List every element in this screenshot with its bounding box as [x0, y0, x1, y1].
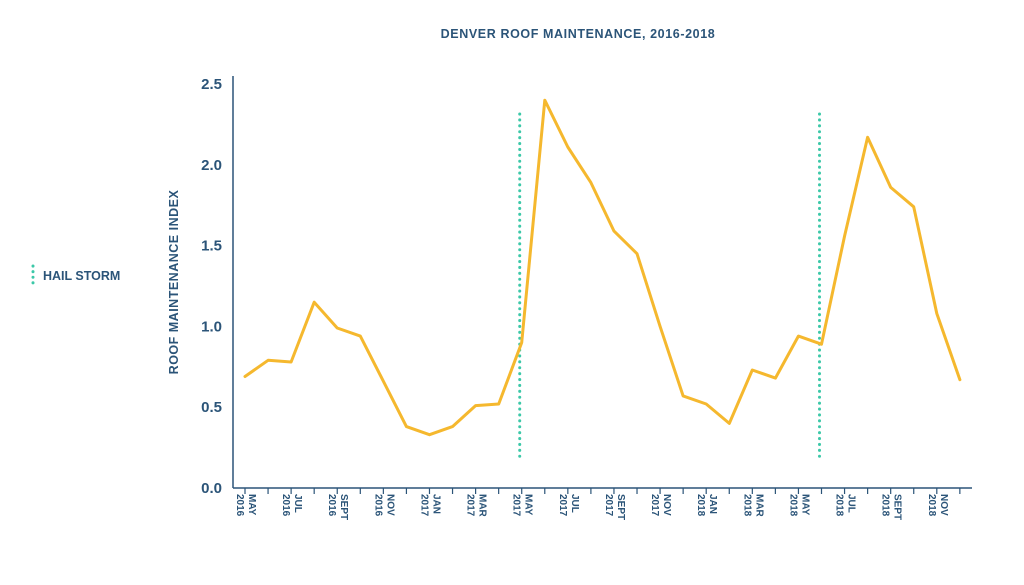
- y-tick-labels: 0.0 0.5 1.0 1.5 2.0 2.5: [201, 76, 222, 497]
- x-tick-label: JUL2017: [557, 494, 580, 517]
- x-tick-marks: [244, 488, 961, 494]
- x-tick-label-year: 2018: [695, 494, 706, 517]
- x-tick-label: SEPT2017: [603, 494, 626, 520]
- x-tick-label: MAR2017: [465, 494, 488, 518]
- x-tick-label-year: 2016: [372, 494, 383, 517]
- x-tick-label-month: SEPT: [892, 494, 903, 520]
- x-tick-label-month: NOV: [661, 494, 672, 516]
- x-tick-label-month: MAR: [477, 494, 488, 518]
- x-tick-label-year: 2018: [787, 494, 798, 517]
- x-tick-label: SEPT2016: [326, 494, 349, 520]
- x-tick-label-year: 2017: [557, 494, 568, 517]
- hail-storm-markers: [518, 112, 821, 464]
- series-line: [243, 98, 962, 437]
- series-layer: [243, 98, 962, 437]
- x-tick-label: SEPT2018: [880, 494, 903, 520]
- x-tick-label: MAY2016: [234, 494, 257, 517]
- x-tick-label-year: 2018: [880, 494, 891, 517]
- x-tick-label-month: MAY: [523, 494, 534, 516]
- x-tick-label-month: SEPT: [338, 494, 349, 520]
- y-axis-label: ROOF MAINTENANCE INDEX: [167, 190, 181, 375]
- x-tick-label-year: 2018: [926, 494, 937, 517]
- x-tick-label-month: MAY: [799, 494, 810, 516]
- x-tick-label-month: MAR: [753, 494, 764, 518]
- x-tick-label-month: JUL: [292, 494, 303, 513]
- x-tick-label-year: 2018: [741, 494, 752, 517]
- x-tick-label-year: 2016: [280, 494, 291, 517]
- x-tick-label-month: SEPT: [615, 494, 626, 520]
- axes: [232, 76, 972, 489]
- x-tick-label-month: NOV: [384, 494, 395, 516]
- x-tick-label-year: 2017: [418, 494, 429, 517]
- x-tick-label-year: 2017: [465, 494, 476, 517]
- y-tick-label: 2.0: [201, 157, 222, 174]
- x-tick-label: JAN2018: [695, 494, 718, 517]
- x-tick-label-month: JUL: [846, 494, 857, 513]
- x-tick-label: JUL2018: [834, 494, 857, 517]
- x-tick-label-month: JAN: [430, 494, 441, 514]
- x-tick-label-year: 2017: [649, 494, 660, 517]
- x-tick-label: MAY2018: [787, 494, 810, 517]
- x-tick-label-year: 2017: [603, 494, 614, 517]
- x-tick-label: NOV2017: [649, 494, 672, 517]
- y-tick-label: 2.5: [201, 76, 222, 93]
- x-tick-label-year: 2016: [326, 494, 337, 517]
- x-tick-label-year: 2016: [234, 494, 245, 517]
- x-tick-label: NOV2016: [372, 494, 395, 517]
- y-tick-label: 1.5: [201, 238, 222, 255]
- y-tick-label: 1.0: [201, 318, 222, 335]
- x-tick-label: MAY2017: [511, 494, 534, 517]
- x-tick-label-year: 2018: [834, 494, 845, 517]
- legend: HAIL STORM: [31, 264, 120, 288]
- x-tick-label-month: JAN: [707, 494, 718, 514]
- x-tick-label: NOV2018: [926, 494, 949, 517]
- x-tick-label-month: NOV: [938, 494, 949, 516]
- x-tick-label-year: 2017: [511, 494, 522, 517]
- chart-title: DENVER ROOF MAINTENANCE, 2016-2018: [441, 27, 716, 41]
- x-tick-label: JAN2017: [418, 494, 441, 517]
- x-tick-labels: MAY2016 JUL2016 SEPT2016 NOV2016 JAN2017 MAR2…: [234, 494, 949, 520]
- y-tick-label: 0.0: [201, 480, 222, 497]
- x-tick-label: MAR2018: [741, 494, 764, 518]
- legend-hail-storm-label: HAIL STORM: [43, 269, 120, 283]
- x-tick-label-month: MAY: [246, 494, 257, 516]
- x-tick-label: JUL2016: [280, 494, 303, 517]
- y-tick-label: 0.5: [201, 399, 222, 416]
- x-tick-label-month: JUL: [569, 494, 580, 513]
